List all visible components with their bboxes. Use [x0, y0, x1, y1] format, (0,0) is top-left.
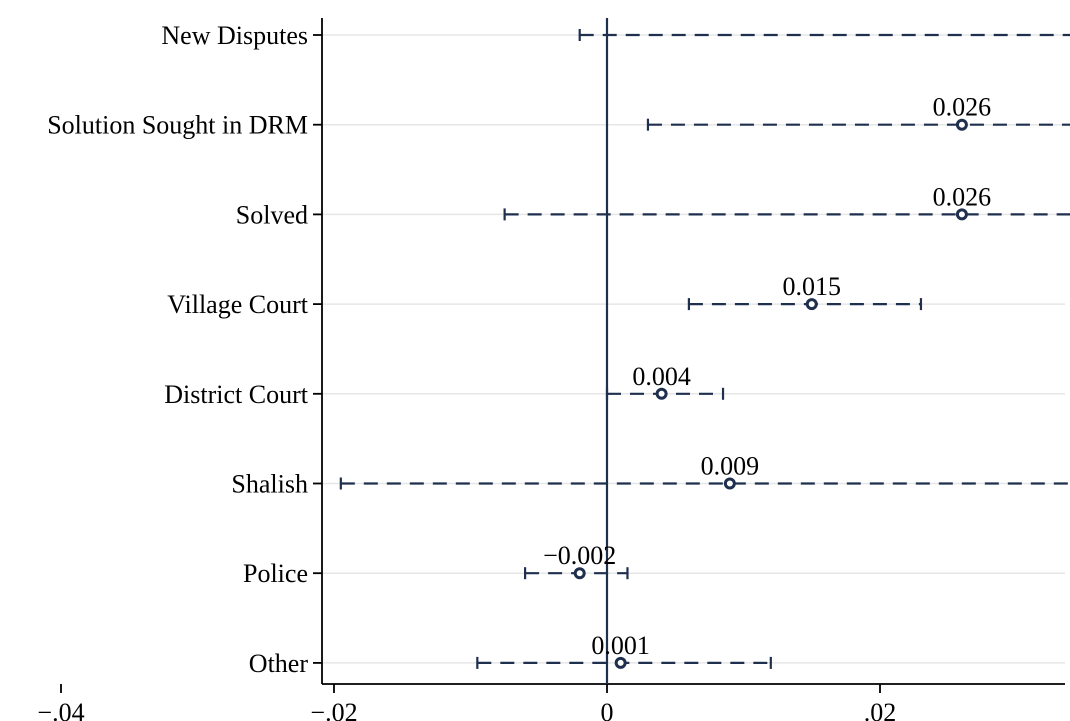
data-label: 0.026 [933, 93, 992, 122]
estimate-point [614, 656, 627, 669]
data-labels: 0.0410.0260.0260.0150.0040.009−0.0020.00… [543, 93, 992, 660]
data-label: 0.004 [632, 362, 691, 391]
data-label: 0.009 [701, 452, 760, 481]
category-label: District Court [164, 380, 308, 409]
x-tick-label: 0 [601, 698, 614, 721]
data-label: 0.015 [783, 272, 842, 301]
category-label: Shalish [231, 470, 308, 499]
category-label: Village Court [167, 290, 308, 319]
data-label: 0.001 [591, 631, 650, 660]
estimate-point [805, 298, 818, 311]
estimate-point [955, 208, 968, 221]
estimate-point [655, 387, 668, 400]
gridlines [322, 34, 1065, 664]
category-label: Police [243, 559, 308, 588]
estimate-point [955, 118, 968, 131]
estimates-series [339, 29, 1070, 669]
data-label: 0.026 [933, 182, 992, 211]
data-label: −0.002 [543, 541, 616, 570]
x-tick-label: −.02 [310, 698, 357, 721]
category-label: Other [249, 649, 309, 678]
category-label: New Disputes [161, 21, 308, 50]
category-label: Solved [236, 200, 308, 229]
estimate-point [573, 567, 586, 580]
x-tick-label: −.04 [37, 698, 84, 721]
axes: New Disputes Solution Sought in DRM Solved… [37, 18, 1065, 721]
estimate-point [723, 477, 736, 490]
x-tick-label: .02 [864, 698, 897, 721]
category-label: Solution Sought in DRM [47, 111, 308, 140]
